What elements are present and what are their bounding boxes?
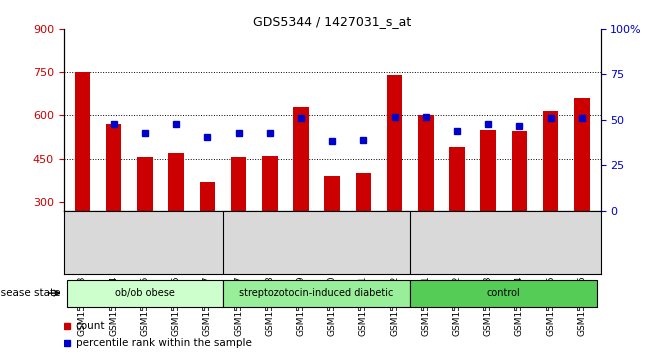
Bar: [449, 147, 465, 211]
Bar: [511, 131, 527, 211]
Text: count: count: [76, 321, 105, 331]
Text: streptozotocin-induced diabetic: streptozotocin-induced diabetic: [240, 288, 394, 298]
Text: disease state: disease state: [0, 288, 60, 298]
Bar: [386, 75, 403, 211]
Bar: [74, 72, 91, 211]
Bar: [480, 130, 496, 211]
Bar: [293, 107, 309, 211]
Bar: [231, 157, 246, 211]
Text: ob/ob obese: ob/ob obese: [115, 288, 175, 298]
Bar: [106, 124, 121, 211]
Bar: [410, 280, 597, 307]
Bar: [199, 182, 215, 211]
Bar: [543, 111, 558, 211]
Bar: [262, 156, 278, 211]
Bar: [168, 153, 184, 211]
Bar: [418, 115, 433, 211]
Title: GDS5344 / 1427031_s_at: GDS5344 / 1427031_s_at: [253, 15, 411, 28]
Text: percentile rank within the sample: percentile rank within the sample: [76, 338, 252, 348]
Bar: [574, 98, 590, 211]
Bar: [223, 280, 410, 307]
Bar: [137, 157, 153, 211]
Bar: [67, 280, 223, 307]
Text: control: control: [487, 288, 521, 298]
Bar: [356, 173, 371, 211]
Bar: [324, 176, 340, 211]
